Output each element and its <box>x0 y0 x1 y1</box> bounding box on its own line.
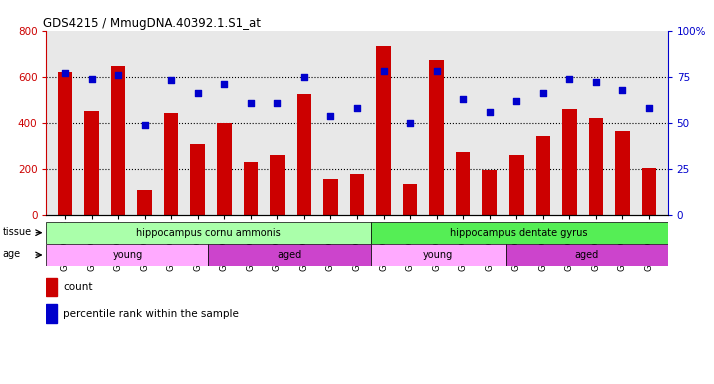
Text: percentile rank within the sample: percentile rank within the sample <box>64 309 239 319</box>
Bar <box>615 131 630 215</box>
Text: young: young <box>112 250 143 260</box>
Bar <box>509 155 523 215</box>
Bar <box>350 174 364 215</box>
Bar <box>588 118 603 215</box>
Point <box>298 74 310 80</box>
Text: hippocampus cornu ammonis: hippocampus cornu ammonis <box>136 228 281 238</box>
Bar <box>403 184 418 215</box>
Bar <box>483 170 497 215</box>
Text: aged: aged <box>277 250 301 260</box>
Point <box>511 98 522 104</box>
Text: tissue: tissue <box>2 227 31 237</box>
Bar <box>46 244 208 266</box>
Point <box>245 99 256 106</box>
Point <box>166 78 177 84</box>
Bar <box>270 155 285 215</box>
Bar <box>536 136 550 215</box>
Bar <box>164 113 178 215</box>
Bar <box>217 123 231 215</box>
Point <box>563 76 575 82</box>
Text: count: count <box>64 282 93 292</box>
Point <box>484 109 496 115</box>
Bar <box>323 179 338 215</box>
Bar <box>642 168 656 215</box>
Bar <box>58 72 72 215</box>
Point <box>112 72 124 78</box>
Point <box>617 87 628 93</box>
Point <box>218 81 230 87</box>
Bar <box>208 244 371 266</box>
Text: young: young <box>423 250 453 260</box>
Bar <box>243 162 258 215</box>
Point <box>139 122 151 128</box>
Bar <box>371 244 506 266</box>
Bar <box>296 94 311 215</box>
Bar <box>562 109 577 215</box>
Point <box>458 96 469 102</box>
Point <box>431 68 443 74</box>
Point <box>59 70 71 76</box>
Text: age: age <box>2 249 21 259</box>
Point <box>590 79 602 85</box>
Bar <box>111 66 126 215</box>
Point <box>351 105 363 111</box>
Bar <box>456 152 471 215</box>
Point <box>643 105 655 111</box>
Point <box>86 76 97 82</box>
Point <box>192 90 203 96</box>
Point <box>271 99 283 106</box>
Point <box>378 68 389 74</box>
Bar <box>46 305 57 323</box>
Bar <box>84 111 99 215</box>
Point <box>537 90 548 96</box>
Text: hippocampus dentate gyrus: hippocampus dentate gyrus <box>451 228 588 238</box>
Text: GDS4215 / MmugDNA.40392.1.S1_at: GDS4215 / MmugDNA.40392.1.S1_at <box>44 17 261 30</box>
Bar <box>191 144 205 215</box>
Point <box>404 120 416 126</box>
Point <box>325 113 336 119</box>
Bar <box>137 190 152 215</box>
Text: aged: aged <box>575 250 599 260</box>
Bar <box>506 244 668 266</box>
Bar <box>429 60 444 215</box>
Bar <box>376 46 391 215</box>
Bar <box>46 222 371 244</box>
Bar <box>46 278 57 296</box>
Bar <box>371 222 668 244</box>
